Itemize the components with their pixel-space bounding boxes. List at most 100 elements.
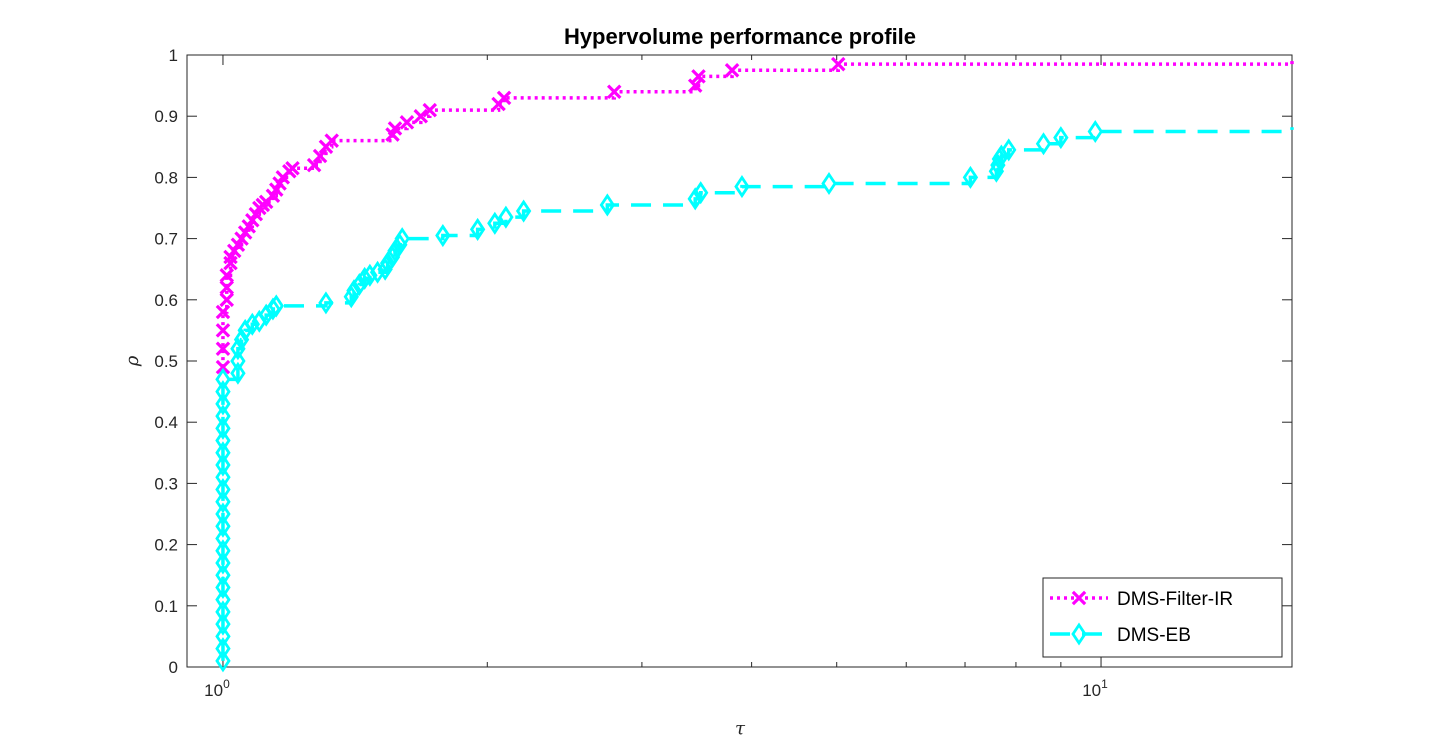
data-point xyxy=(498,205,514,229)
data-point xyxy=(215,323,231,338)
data-point xyxy=(230,237,246,252)
data-point xyxy=(387,121,403,136)
data-point xyxy=(606,84,622,99)
y-axis-title: ρ xyxy=(122,355,143,367)
data-point xyxy=(237,225,253,240)
plot-area xyxy=(186,54,1293,668)
y-tick-label: 0.7 xyxy=(154,230,178,249)
data-point xyxy=(734,175,750,199)
data-point xyxy=(244,312,260,336)
data-point xyxy=(215,637,231,661)
data-point xyxy=(234,231,249,246)
data-point xyxy=(215,502,231,526)
data-point xyxy=(599,193,616,217)
data-point xyxy=(343,285,359,309)
data-point xyxy=(215,526,231,551)
data-point xyxy=(215,341,231,357)
data-point xyxy=(346,279,362,303)
data-point xyxy=(223,249,238,265)
data-point xyxy=(394,227,410,251)
data-point xyxy=(379,251,396,275)
data-point xyxy=(285,160,300,176)
y-tick-label: 0 xyxy=(169,658,178,677)
data-point xyxy=(215,477,231,502)
data-point xyxy=(215,514,231,538)
data-point xyxy=(215,612,231,636)
data-point xyxy=(215,649,231,673)
data-point xyxy=(1087,119,1103,144)
data-point xyxy=(435,224,451,248)
data-point xyxy=(399,115,415,130)
data-point xyxy=(369,260,386,284)
data-point xyxy=(215,563,231,587)
data-point xyxy=(693,181,709,205)
y-tick-label: 0.6 xyxy=(154,291,178,310)
legend: DMS-Filter-IR DMS-EB xyxy=(1042,577,1283,658)
data-point xyxy=(487,211,503,235)
data-point xyxy=(265,188,281,204)
data-point xyxy=(351,272,368,297)
data-point xyxy=(215,551,231,575)
data-point xyxy=(215,575,231,599)
data-point xyxy=(215,453,231,477)
x-axis: 100 101 xyxy=(204,55,1108,700)
y-tick-label: 0.5 xyxy=(154,352,178,371)
y-axis: 0 0.1 0.2 0.3 0.4 0.5 0.6 0.7 0.8 0.9 1 xyxy=(154,46,1292,677)
x-tick-label: 100 xyxy=(204,677,230,700)
x-tick-label-base: 10 xyxy=(204,681,223,700)
data-point xyxy=(215,429,231,453)
data-point xyxy=(821,171,837,196)
data-point xyxy=(215,588,231,612)
x-tick-label: 101 xyxy=(1082,677,1108,700)
data-point xyxy=(387,239,403,263)
data-point xyxy=(219,268,235,283)
legend-label: DMS-Filter-IR xyxy=(1117,589,1233,610)
data-point xyxy=(362,263,378,287)
data-point xyxy=(377,257,393,281)
data-point xyxy=(306,157,322,173)
data-point xyxy=(215,441,231,465)
data-point xyxy=(215,404,231,428)
x-tick-label-exponent: 1 xyxy=(1101,677,1108,691)
data-point xyxy=(691,69,706,84)
data-point xyxy=(215,380,231,404)
data-point xyxy=(219,292,235,308)
data-point xyxy=(1001,138,1017,162)
y-tick-label: 0.4 xyxy=(154,413,178,432)
series-layer xyxy=(215,56,1294,673)
data-point xyxy=(215,624,231,648)
legend-label: DMS-EB xyxy=(1117,625,1191,646)
data-point xyxy=(215,392,231,416)
data-point xyxy=(312,148,328,164)
data-point xyxy=(384,245,401,269)
data-point xyxy=(272,176,287,191)
data-point xyxy=(215,359,231,375)
data-point xyxy=(268,182,284,197)
x-axis-title: τ xyxy=(735,718,746,739)
data-point xyxy=(215,600,231,624)
data-point xyxy=(830,56,846,72)
data-point xyxy=(687,187,703,211)
data-point xyxy=(215,304,231,320)
data-point xyxy=(318,291,334,315)
data-point xyxy=(226,243,242,259)
data-point xyxy=(230,349,246,373)
y-tick-label: 0.1 xyxy=(154,597,178,616)
y-tick-label: 1 xyxy=(169,46,178,65)
legend-box xyxy=(1042,577,1283,658)
data-point xyxy=(241,219,257,234)
series-0 xyxy=(215,56,1294,375)
y-tick-label: 0.3 xyxy=(154,474,178,493)
data-point xyxy=(687,78,703,93)
data-point xyxy=(215,367,231,391)
legend-marker xyxy=(1071,590,1087,606)
y-tick-label: 0.9 xyxy=(154,107,178,126)
data-point xyxy=(422,102,438,118)
data-point xyxy=(268,294,284,318)
legend-marker xyxy=(1071,622,1087,646)
data-point xyxy=(1053,126,1069,150)
data-point xyxy=(215,465,231,489)
data-point xyxy=(962,165,979,189)
data-point xyxy=(515,199,532,223)
